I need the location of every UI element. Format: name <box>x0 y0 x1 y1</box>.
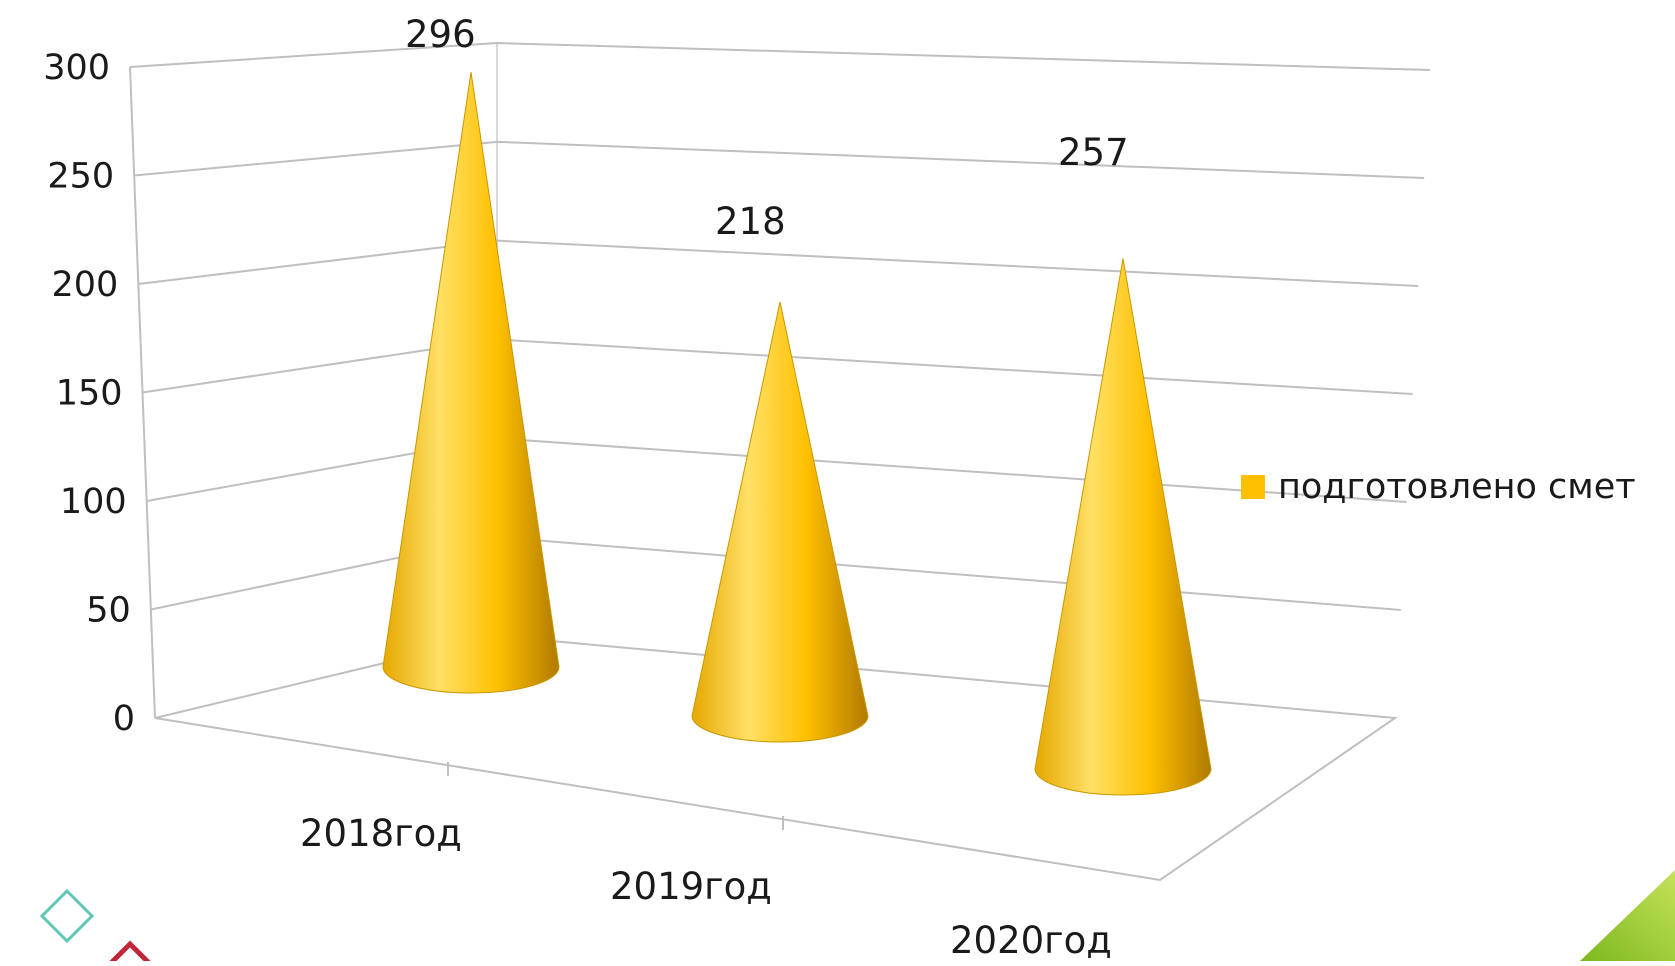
y-tick-label: 250 <box>47 157 114 197</box>
cone-bar <box>1034 258 1212 796</box>
y-tick-label: 0 <box>113 699 135 739</box>
x-category-label: 2020год <box>950 919 1112 961</box>
cone-body <box>691 301 869 743</box>
cone-bar <box>382 71 560 694</box>
y-tick-labels: 0 50 100 150 200 250 300 <box>43 48 135 739</box>
y-tick-label: 100 <box>60 482 127 522</box>
x-category-label: 2019год <box>610 865 772 908</box>
legend-swatch <box>1241 475 1265 499</box>
y-tick-label: 300 <box>43 48 110 88</box>
gridline <box>138 239 1419 287</box>
data-label: 218 <box>715 200 786 243</box>
floor-outline <box>154 634 1398 882</box>
data-label: 257 <box>1058 131 1129 174</box>
decor-diamond-red-icon <box>104 940 156 966</box>
y-tick-label: 150 <box>56 374 123 414</box>
gridline <box>129 41 1431 71</box>
y-tick-label: 50 <box>86 591 131 631</box>
category-labels: 2018год 2019год 2020год <box>300 812 1112 962</box>
cone-bar <box>691 301 869 743</box>
data-labels: 296 218 257 <box>405 13 1129 243</box>
legend-label: подготовлено смет <box>1278 467 1636 507</box>
cone-body <box>1034 258 1212 796</box>
cone-body <box>382 71 560 694</box>
decor-diamond-teal-icon <box>39 888 95 944</box>
y-tick-label: 200 <box>52 265 119 305</box>
cones <box>382 71 1212 796</box>
x-category-label: 2018год <box>300 812 462 855</box>
legend: подготовлено смет <box>1241 467 1636 507</box>
gridline <box>134 140 1425 179</box>
decor-green-corner-icon <box>1580 870 1675 961</box>
data-label: 296 <box>405 13 476 56</box>
